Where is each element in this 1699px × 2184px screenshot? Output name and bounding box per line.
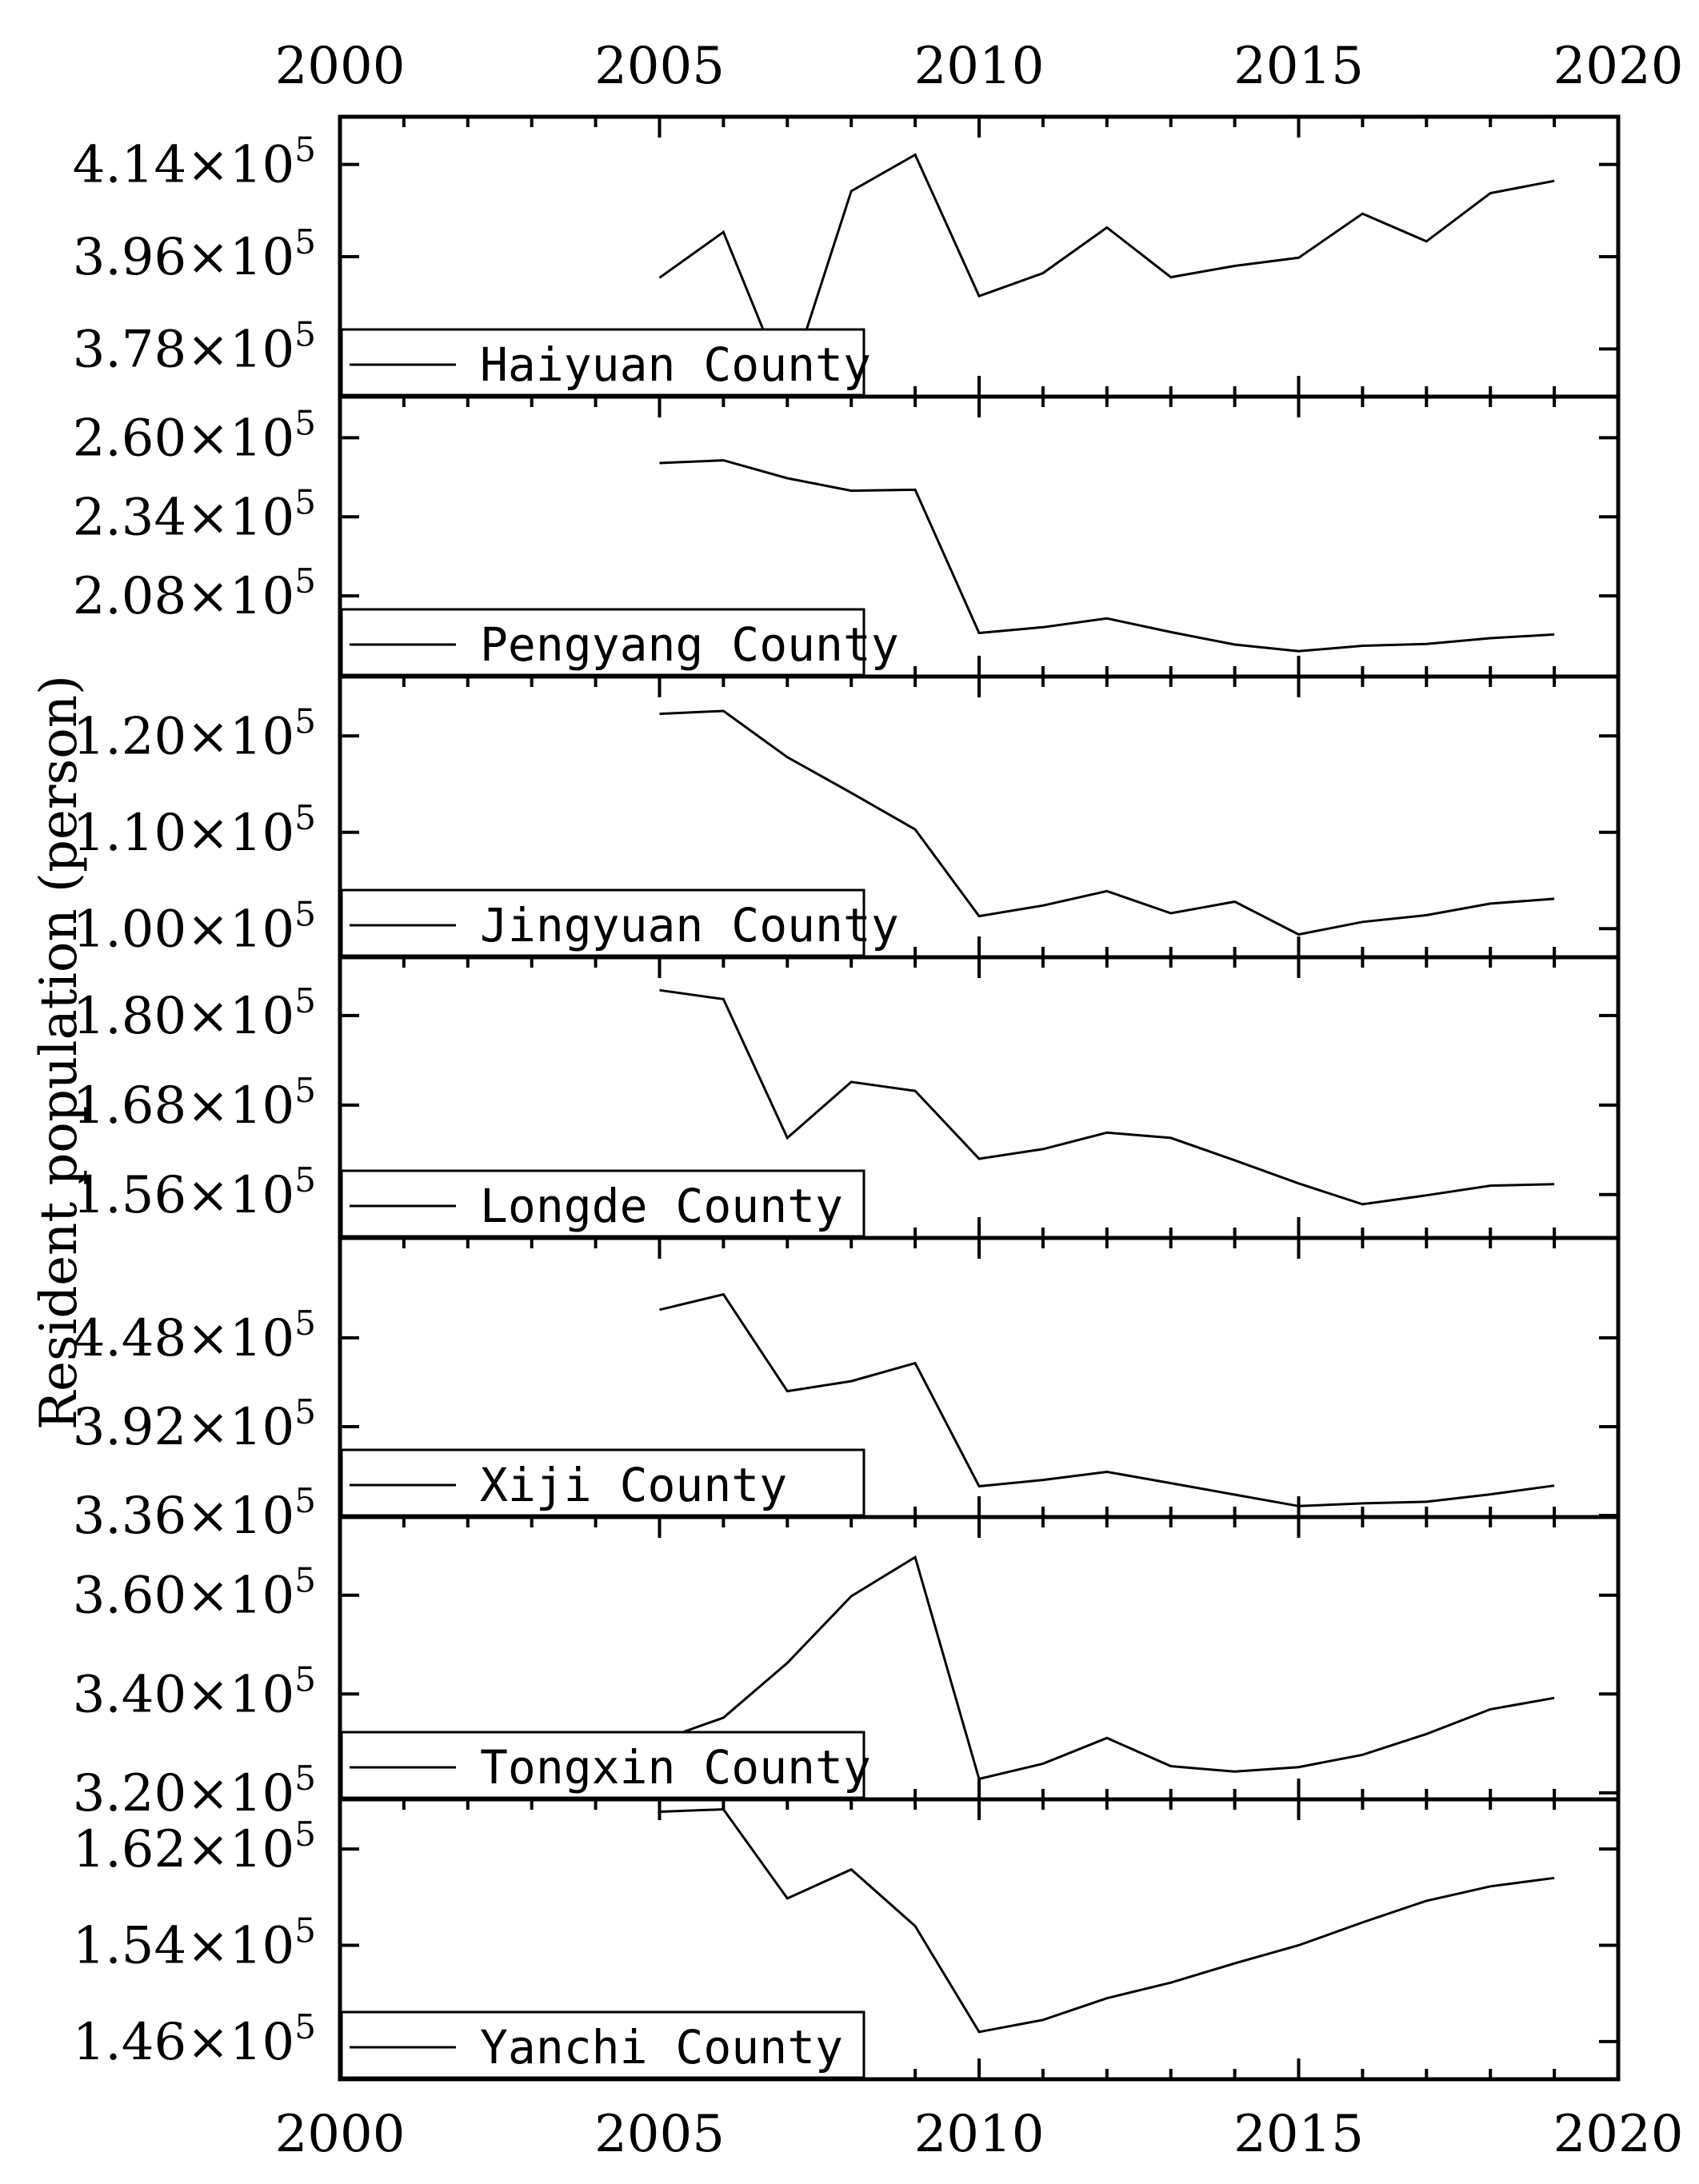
top-x-axis-labels: 2000 2005 2010 2015 2020 [275,37,1684,96]
legend: Jingyuan County [340,888,899,957]
legend-label: Yanchi County [480,2020,843,2074]
y-tick-label: 4.48×105 [73,1304,316,1368]
y-tick-label: 2.60×105 [73,403,316,468]
y-tick-label: 1.46×105 [73,2007,316,2072]
x-tick-label-top: 2005 [594,37,725,96]
series-line [659,1807,1555,2034]
series-line [658,153,1555,393]
y-tick-label: 3.36×105 [73,1481,316,1546]
legend: Xiji County [340,1448,865,1517]
y-tick-label: 1.80×105 [73,981,316,1046]
panel-haiyuan-county: 4.14×105 3.96×105 3.78×105 Haiyuan County [73,114,1621,399]
panel-pengyang-county: 2.60×105 2.34×105 2.08×105 Pengyang County [73,394,1621,679]
y-tick-label: 1.56×105 [73,1160,316,1225]
legend-box [340,2010,865,2079]
y-tick-label: 1.62×105 [73,1815,316,1879]
y-tick-label: 3.96×105 [73,222,316,287]
series-line [658,1555,1555,1781]
series-line [659,459,1555,653]
series-line [659,988,1555,1206]
panel-yanchi-county: 1.62×105 1.54×105 1.46×105 Yanchi County [73,1797,1621,2082]
legend-label: Pengyang County [480,617,899,672]
series-line [659,709,1555,936]
legend-label: Tongxin County [480,1740,871,1795]
y-tick-label: 3.40×105 [73,1659,316,1724]
y-tick-label: 1.10×105 [73,798,316,863]
x-tick-label-bottom: 2020 [1553,2105,1684,2164]
legend: Haiyuan County [340,328,871,397]
y-tick-label: 3.78×105 [73,314,316,379]
x-tick-label-bottom: 2005 [594,2105,725,2164]
legend-label: Jingyuan County [480,898,899,952]
y-tick-label: 1.20×105 [73,701,316,766]
panel-longde-county: 1.80×105 1.56×105 1.68×105 Longde County [73,955,1621,1240]
panel-tongxin-county: 3.60×105 3.40×105 3.20×105 Tongxin County [73,1515,1621,1823]
x-tick-label-top: 2010 [914,37,1045,96]
legend-label: Longde County [480,1179,843,1233]
x-tick-label-bottom: 2000 [275,2105,406,2164]
y-tick-label: 3.20×105 [73,1759,316,1823]
legend: Longde County [340,1169,865,1238]
x-tick-label-top: 2020 [1553,37,1684,96]
legend-box [340,888,865,957]
legend-box [340,1169,865,1238]
bottom-x-axis-labels: 2000 2005 2010 2015 2020 [275,2105,1684,2164]
y-tick-label: 4.14×105 [73,130,316,195]
panel-xiji-county: 4.48×105 3.92×105 3.36×105 Xiji County [73,1236,1621,1546]
y-tick-label: 2.08×105 [73,561,316,626]
legend-label: Haiyuan County [480,337,871,392]
x-tick-label-top: 2000 [275,37,406,96]
legend-box [340,608,865,677]
x-tick-label-bottom: 2015 [1233,2105,1364,2164]
legend: Pengyang County [340,608,899,677]
legend-box [340,328,865,397]
legend-box [340,1448,865,1517]
y-axis-label: Resident population (person) [30,675,89,1430]
legend: Yanchi County [340,2010,865,2079]
y-tick-label: 3.92×105 [73,1392,316,1457]
y-tick-label: 1.00×105 [73,894,316,959]
legend: Tongxin County [340,1731,871,1799]
y-tick-label: 2.34×105 [73,482,316,547]
y-tick-label: 3.60×105 [73,1561,316,1626]
panel-jingyuan-county: 1.20×105 1.10×105 1.00×105 Jingyuan County [73,674,1621,960]
y-tick-label: 1.68×105 [73,1071,316,1136]
y-tick-label: 1.54×105 [73,1911,316,1976]
series-line [659,1292,1555,1507]
legend-label: Xiji County [480,1458,787,1512]
legend-box [340,1731,865,1799]
x-tick-label-top: 2015 [1233,37,1364,96]
x-tick-label-bottom: 2010 [914,2105,1045,2164]
